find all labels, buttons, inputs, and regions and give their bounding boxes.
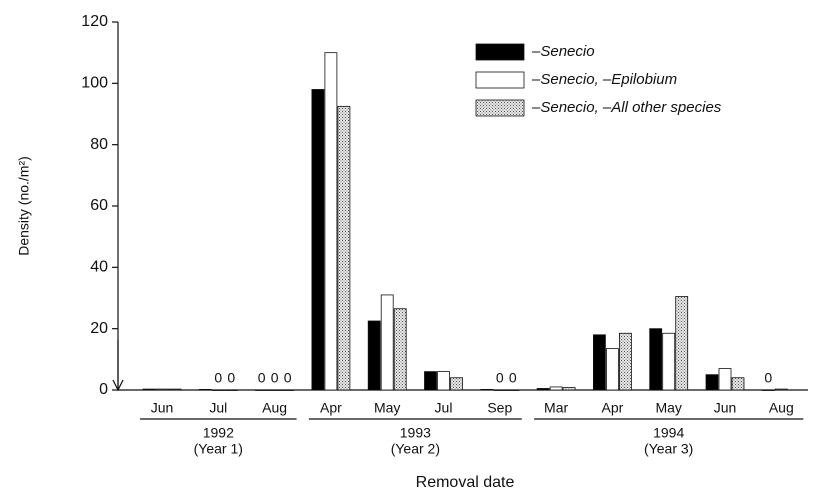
bar — [155, 388, 169, 391]
bar — [393, 308, 407, 391]
bar — [593, 334, 606, 391]
x-tick-label: Jun — [714, 400, 737, 416]
value-label: 0 — [227, 370, 235, 386]
bar — [562, 387, 576, 391]
group-label: 1994 — [653, 425, 684, 441]
value-label: 0 — [509, 370, 517, 386]
bar — [168, 388, 182, 391]
x-tick-label: Apr — [602, 400, 624, 416]
value-label: 0 — [271, 370, 279, 386]
bar — [774, 388, 788, 391]
bar — [619, 332, 632, 391]
x-axis-label: Removal date — [416, 474, 515, 491]
y-tick-label: 0 — [99, 381, 108, 398]
legend-label: –Senecio, –Epilobium — [531, 71, 677, 88]
x-tick-label: May — [374, 400, 400, 416]
bar — [731, 377, 745, 391]
bar — [281, 389, 295, 391]
bar — [536, 388, 550, 391]
bar — [493, 389, 507, 391]
bar — [649, 328, 663, 391]
x-tick-label: Aug — [769, 400, 794, 416]
y-tick-label: 40 — [90, 259, 108, 276]
bar — [662, 332, 676, 391]
bar — [224, 389, 238, 391]
legend-label: –Senecio, –All other species — [531, 99, 722, 116]
group-label: 1993 — [400, 425, 431, 441]
legend-swatch — [475, 43, 525, 61]
bar — [311, 89, 325, 391]
y-tick-label: 80 — [90, 136, 108, 153]
value-label: 0 — [496, 370, 504, 386]
legend-swatch — [475, 71, 525, 89]
value-label: 0 — [258, 370, 266, 386]
bar — [337, 105, 351, 391]
group-label: 1992 — [203, 425, 234, 441]
bar — [142, 388, 156, 391]
x-tick-label: Sep — [487, 400, 512, 416]
bar — [549, 386, 563, 391]
bar — [437, 371, 450, 391]
bar — [761, 389, 775, 391]
y-tick-label: 120 — [81, 13, 108, 30]
legend-label: –Senecio — [531, 43, 595, 60]
bar — [506, 389, 520, 391]
bar — [675, 296, 689, 391]
bar — [198, 388, 212, 391]
value-label: 0 — [214, 370, 222, 386]
bar — [324, 52, 338, 391]
group-sublabel: (Year 3) — [644, 441, 693, 457]
value-label: 0 — [764, 370, 772, 386]
y-axis-label: Density (no./m²) — [16, 156, 32, 256]
bar — [268, 389, 282, 391]
x-tick-label: Jul — [209, 400, 227, 416]
bar — [480, 388, 494, 391]
x-tick-label: Jul — [435, 400, 453, 416]
group-sublabel: (Year 2) — [391, 441, 440, 457]
legend-swatch — [475, 99, 525, 117]
y-tick-label: 60 — [90, 197, 108, 214]
y-tick-label: 20 — [90, 320, 108, 337]
y-tick-label: 100 — [81, 75, 108, 92]
x-tick-label: Jun — [151, 400, 174, 416]
bar — [705, 374, 719, 391]
x-tick-label: Apr — [320, 400, 342, 416]
bar — [424, 371, 437, 391]
bar — [255, 389, 269, 391]
bar — [211, 389, 225, 391]
bar — [718, 368, 732, 391]
x-tick-label: Aug — [262, 400, 287, 416]
bar — [380, 294, 394, 391]
x-tick-label: Mar — [544, 400, 568, 416]
x-tick-label: May — [655, 400, 681, 416]
bar — [450, 377, 463, 391]
bar — [606, 348, 619, 391]
bar — [367, 320, 381, 391]
value-label: 0 — [284, 370, 292, 386]
group-sublabel: (Year 1) — [194, 441, 243, 457]
